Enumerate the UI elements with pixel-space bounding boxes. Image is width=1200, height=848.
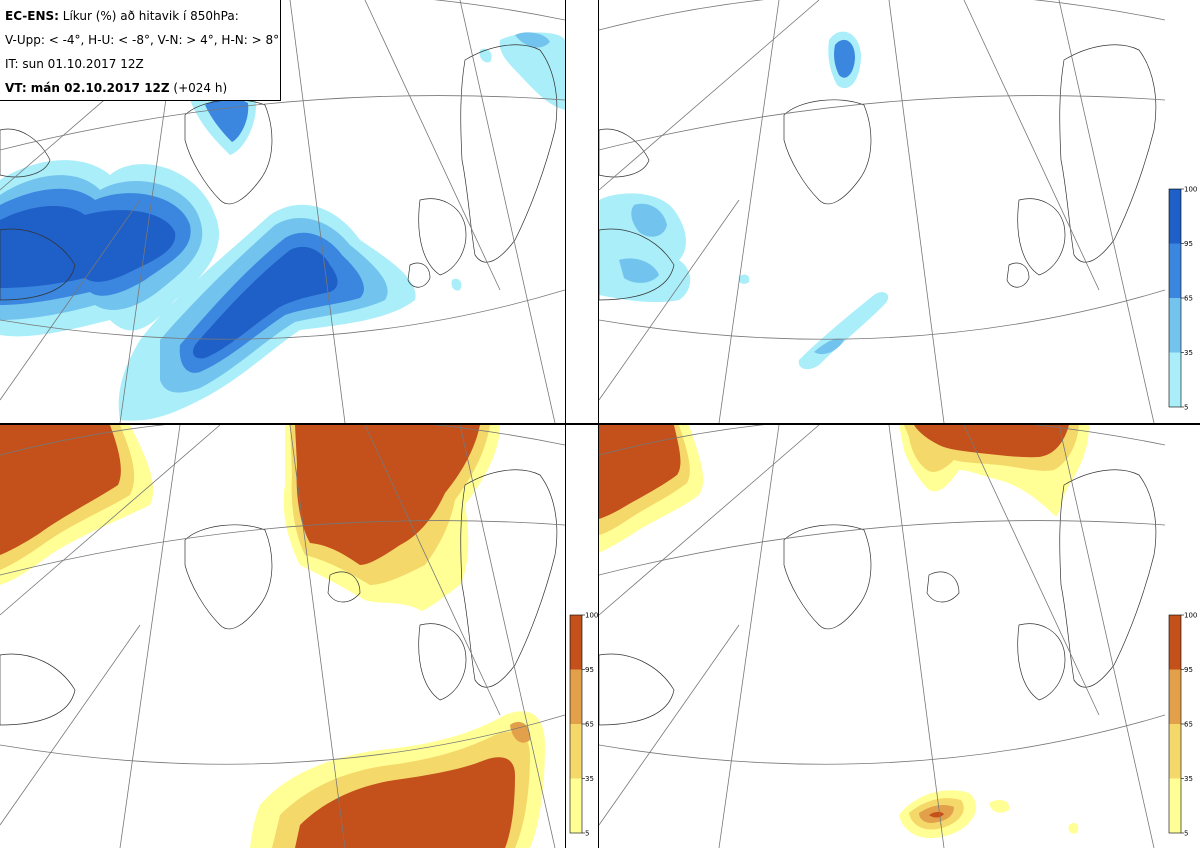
- initial-time-text: IT: sun 01.10.2017 12Z: [5, 57, 144, 71]
- colorbar-blue-top: 100 95 65 35 5: [1165, 184, 1200, 414]
- graticule: [599, 425, 1165, 848]
- map-panel-top-left: EC-ENS: Líkur (%) að hitavik í 850hPa: V…: [0, 0, 565, 423]
- colorbar-tick-label: 100: [1184, 612, 1197, 620]
- coastline-outlines: [599, 44, 1157, 301]
- map-panel-bottom-right: [599, 425, 1165, 848]
- colorbar-segment: [1169, 778, 1181, 833]
- colorbar-tick-label: 95: [1184, 666, 1193, 674]
- colorbar-segment: [570, 724, 582, 779]
- colorbar-tick-label: 5: [1184, 830, 1188, 838]
- colorbar-tick-label: 35: [1184, 775, 1193, 783]
- colorbar-tick-label: 100: [1184, 186, 1197, 194]
- legend-info-box: EC-ENS: Líkur (%) að hitavik í 850hPa: V…: [0, 0, 281, 101]
- colorbar-segment: [1169, 669, 1181, 724]
- probability-field-warm-8: [599, 425, 1089, 839]
- panel-border-right: [598, 0, 599, 848]
- colorbar-orange-bottom-right-svg: 100 95 65 35 5: [1168, 612, 1197, 838]
- valid-time-bold: VT: mán 02.10.2017 12Z: [5, 81, 170, 95]
- probability-field-cold-8: [599, 31, 889, 370]
- horizontal-divider: [0, 423, 1200, 425]
- colorbar-tick-label: 35: [1184, 349, 1193, 357]
- colorbar-blue-top-svg: 100 95 65 35 5: [1168, 186, 1197, 412]
- colorbar-orange-bottom-left-svg: 100 95 65 35 5: [569, 612, 598, 838]
- colorbar-segment: [1169, 615, 1181, 670]
- colorbar-segment: [570, 778, 582, 833]
- colorbar-tick-label: 5: [585, 830, 589, 838]
- map-panel-bottom-left: [0, 425, 565, 848]
- colorbar-segment: [1169, 724, 1181, 779]
- colorbar-orange-bottom-right: 100 95 65 35 5: [1165, 610, 1200, 840]
- valid-time-line: VT: mán 02.10.2017 12Z (+024 h): [5, 76, 280, 100]
- probability-field-warm-4: [0, 425, 545, 848]
- graticule: [0, 425, 565, 848]
- colorbar-orange-bottom-left: 100 95 65 35 5: [566, 610, 598, 840]
- map-panel-top-right: [599, 0, 1165, 423]
- title-text: Líkur (%) að hitavik í 850hPa:: [58, 9, 239, 23]
- colorbar-segment: [1169, 243, 1181, 298]
- coastline-outlines: [0, 44, 558, 301]
- colorbar-tick-label: 65: [585, 721, 594, 729]
- title-line: EC-ENS: Líkur (%) að hitavik í 850hPa:: [5, 4, 280, 28]
- graticule: [599, 0, 1165, 423]
- colorbar-segment: [1169, 189, 1181, 244]
- colorbar-segment: [570, 669, 582, 724]
- colorbar-segment: [570, 615, 582, 670]
- colorbar-tick-label: 100: [585, 612, 598, 620]
- coastline-outlines: [599, 469, 1157, 726]
- valid-time-offset: (+024 h): [169, 81, 228, 95]
- colorbar-tick-label: 95: [1184, 240, 1193, 248]
- colorbar-segment: [1169, 298, 1181, 353]
- colorbar-segment: [1169, 352, 1181, 407]
- colorbar-tick-label: 65: [1184, 295, 1193, 303]
- colorbar-tick-label: 5: [1184, 404, 1188, 412]
- colorbar-tick-label: 65: [1184, 721, 1193, 729]
- title-bold: EC-ENS:: [5, 9, 59, 23]
- panel-border-left: [565, 0, 566, 848]
- colorbar-tick-label: 35: [585, 775, 594, 783]
- threshold-text: V-Upp: < -4°, H-U: < -8°, V-N: > 4°, H-N…: [5, 33, 280, 47]
- colorbar-tick-label: 95: [585, 666, 594, 674]
- coastline-outlines: [0, 469, 558, 726]
